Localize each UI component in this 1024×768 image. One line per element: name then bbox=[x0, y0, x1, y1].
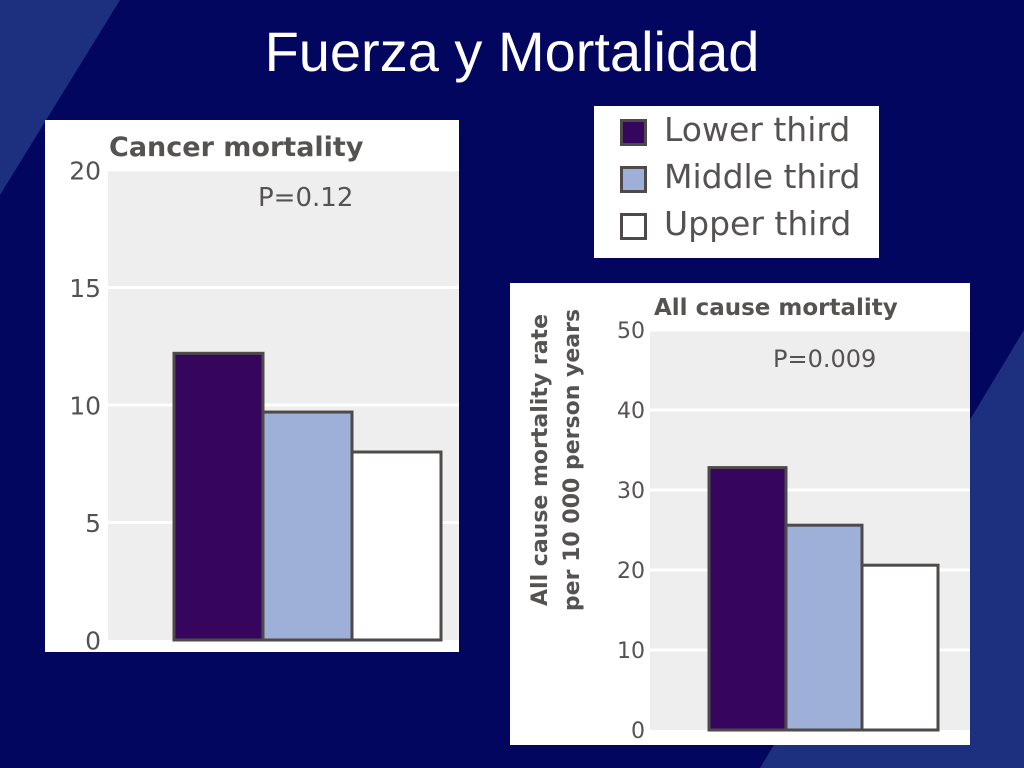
bar-upper-third bbox=[860, 563, 940, 732]
bar-upper-third bbox=[350, 450, 443, 642]
legend-label: Middle third bbox=[664, 157, 861, 196]
p-value-annotation: P=0.009 bbox=[773, 345, 876, 373]
bar-middle-third bbox=[784, 523, 864, 732]
y-tick-label: 40 bbox=[617, 399, 645, 424]
y-tick-label: 0 bbox=[631, 719, 645, 744]
p-value-annotation: P=0.12 bbox=[258, 183, 353, 213]
y-tick-label: 0 bbox=[85, 626, 101, 652]
chart-title: All cause mortality bbox=[654, 295, 898, 321]
cancer-mortality-chart-panel: 0 5 10 15 20 Cancer mortality P=0.12 bbox=[45, 120, 459, 655]
left-diagonal-stripe bbox=[0, 0, 120, 195]
y-axis-label-line-2: per 10 000 person years bbox=[560, 309, 585, 611]
y-tick-label: 50 bbox=[617, 319, 645, 344]
y-tick-label: 30 bbox=[617, 479, 645, 504]
legend-label: Upper third bbox=[664, 204, 852, 243]
legend-swatch-lower-third bbox=[620, 119, 647, 146]
y-axis-label-line-1: All cause mortality rate bbox=[528, 314, 553, 606]
slide-title: Fuerza y Mortalidad bbox=[264, 20, 760, 83]
y-tick-label: 15 bbox=[69, 274, 101, 303]
y-tick-label: 5 bbox=[85, 509, 101, 538]
bar-lower-third bbox=[707, 466, 788, 732]
y-tick-label: 10 bbox=[617, 639, 645, 664]
legend-swatch-upper-third bbox=[620, 213, 647, 240]
y-tick-label: 20 bbox=[617, 559, 645, 584]
y-tick-label: 10 bbox=[69, 391, 101, 420]
y-tick-label: 20 bbox=[69, 156, 101, 185]
legend-swatch-middle-third bbox=[620, 166, 647, 193]
legend: Lower third Middle third Upper third bbox=[594, 106, 879, 258]
bar-lower-third bbox=[172, 351, 265, 642]
cancer-mortality-chart: 0 5 10 15 20 Cancer mortality P=0.12 bbox=[69, 132, 459, 655]
all-cause-mortality-chart-panel: 0 10 20 30 40 50 All cause mortality P=0.009 … bbox=[510, 283, 970, 745]
bar-middle-third bbox=[261, 410, 354, 642]
chart-title: Cancer mortality bbox=[109, 132, 364, 163]
legend-label: Lower third bbox=[664, 110, 851, 149]
